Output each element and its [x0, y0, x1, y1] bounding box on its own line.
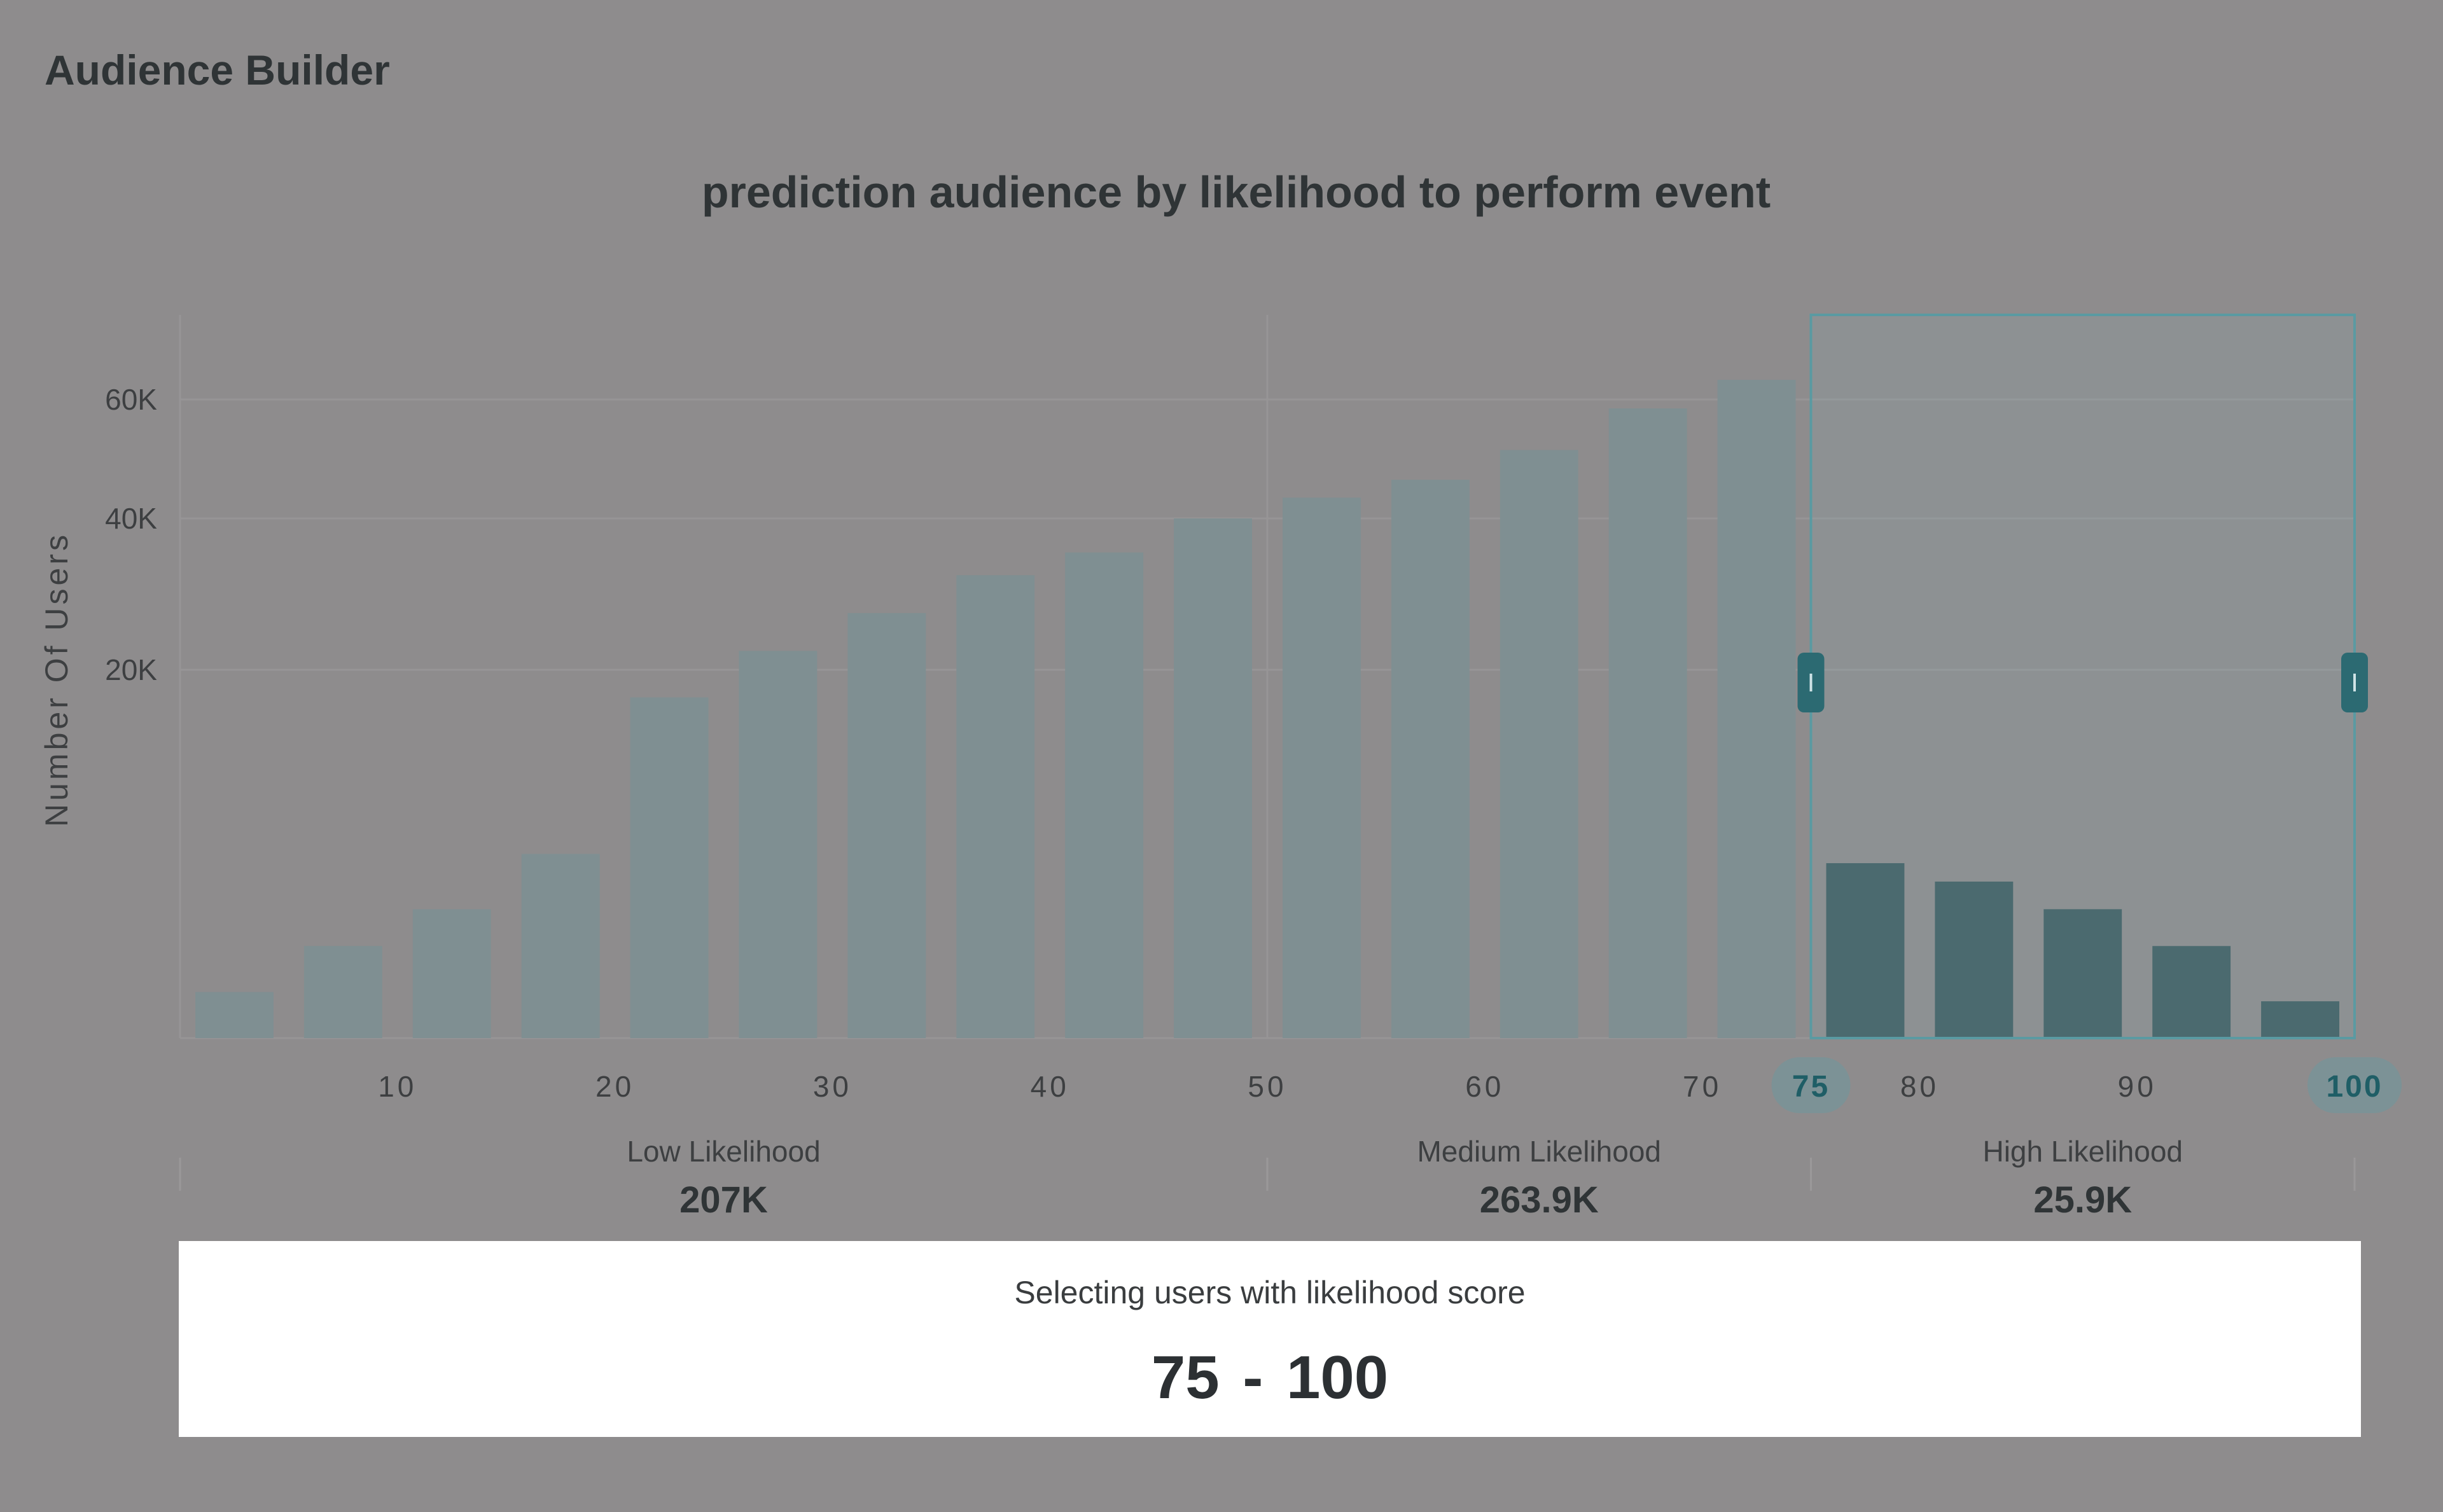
- y-tick-label: 20K: [105, 653, 157, 686]
- likelihood-histogram[interactable]: prediction audience by likelihood to per…: [0, 0, 2443, 1240]
- x-tick-label: 80: [1900, 1070, 1939, 1103]
- x-tick-label: 10: [378, 1070, 417, 1103]
- bar: [412, 909, 491, 1038]
- bar-selected: [2152, 946, 2231, 1038]
- bar-selected: [2043, 909, 2122, 1038]
- x-tick-label: 30: [813, 1070, 852, 1103]
- bar: [1391, 480, 1470, 1038]
- selection-range-min: 75: [1151, 1343, 1220, 1411]
- page-title: Audience Builder: [45, 46, 390, 94]
- bars: [195, 380, 2339, 1039]
- bar: [739, 651, 818, 1038]
- y-tick-label: 40K: [105, 502, 157, 535]
- bar: [1283, 497, 1361, 1038]
- segment-total: 263.9K: [1480, 1179, 1599, 1221]
- x-tick-label: 50: [1248, 1070, 1286, 1103]
- selection-brush[interactable]: [1797, 314, 2369, 1039]
- bar: [1608, 408, 1687, 1038]
- selection-min-pill: [1771, 1057, 1851, 1113]
- segment-total: 207K: [679, 1179, 768, 1221]
- bar: [1717, 380, 1796, 1039]
- bar: [956, 575, 1035, 1038]
- bar: [1174, 518, 1252, 1038]
- bar: [303, 946, 382, 1038]
- bar: [1500, 450, 1578, 1038]
- segment-total: 25.9K: [2033, 1179, 2132, 1221]
- selection-summary-panel: Selecting users with likelihood score 75…: [179, 1241, 2361, 1437]
- y-tick-label: 60K: [105, 383, 157, 416]
- x-tick-label: 90: [2118, 1070, 2157, 1103]
- bar-selected: [2261, 1001, 2339, 1038]
- segment-name: Low Likelihood: [627, 1135, 820, 1168]
- selection-box[interactable]: [1809, 314, 2356, 1039]
- y-axis-ticks: 20K 40K 60K: [105, 383, 157, 686]
- x-axis-ticks: 10 20 30 40 50 60 70 80 90 75 100: [378, 1057, 2402, 1113]
- segment-name: High Likelihood: [1982, 1135, 2183, 1168]
- bar: [521, 854, 600, 1038]
- bar: [195, 992, 274, 1038]
- segment-name: Medium Likelihood: [1417, 1135, 1661, 1168]
- selection-range: 75 - 100: [179, 1343, 2361, 1413]
- y-axis-label: Number Of Users: [39, 532, 74, 827]
- selection-min-label: 75: [1792, 1070, 1830, 1104]
- bar-selected: [1826, 863, 1905, 1038]
- likelihood-segments: Low Likelihood 207K Medium Likelihood 263.9…: [179, 1135, 2356, 1221]
- x-tick-label: 70: [1683, 1070, 1722, 1103]
- bar-selected: [1935, 881, 2014, 1038]
- selection-range-separator: -: [1242, 1343, 1263, 1411]
- x-tick-label: 60: [1465, 1070, 1504, 1103]
- bar: [1065, 552, 1144, 1038]
- x-tick-label: 20: [595, 1070, 634, 1103]
- selection-max-label: 100: [2326, 1070, 2383, 1104]
- bar: [847, 613, 926, 1038]
- bar: [630, 697, 709, 1038]
- selection-caption: Selecting users with likelihood score: [1014, 1275, 1526, 1310]
- selection-range-max: 100: [1286, 1343, 1389, 1411]
- chart-title: prediction audience by likelihood to per…: [702, 167, 1771, 217]
- x-tick-label: 40: [1031, 1070, 1069, 1103]
- selection-max-pill: [2307, 1057, 2402, 1113]
